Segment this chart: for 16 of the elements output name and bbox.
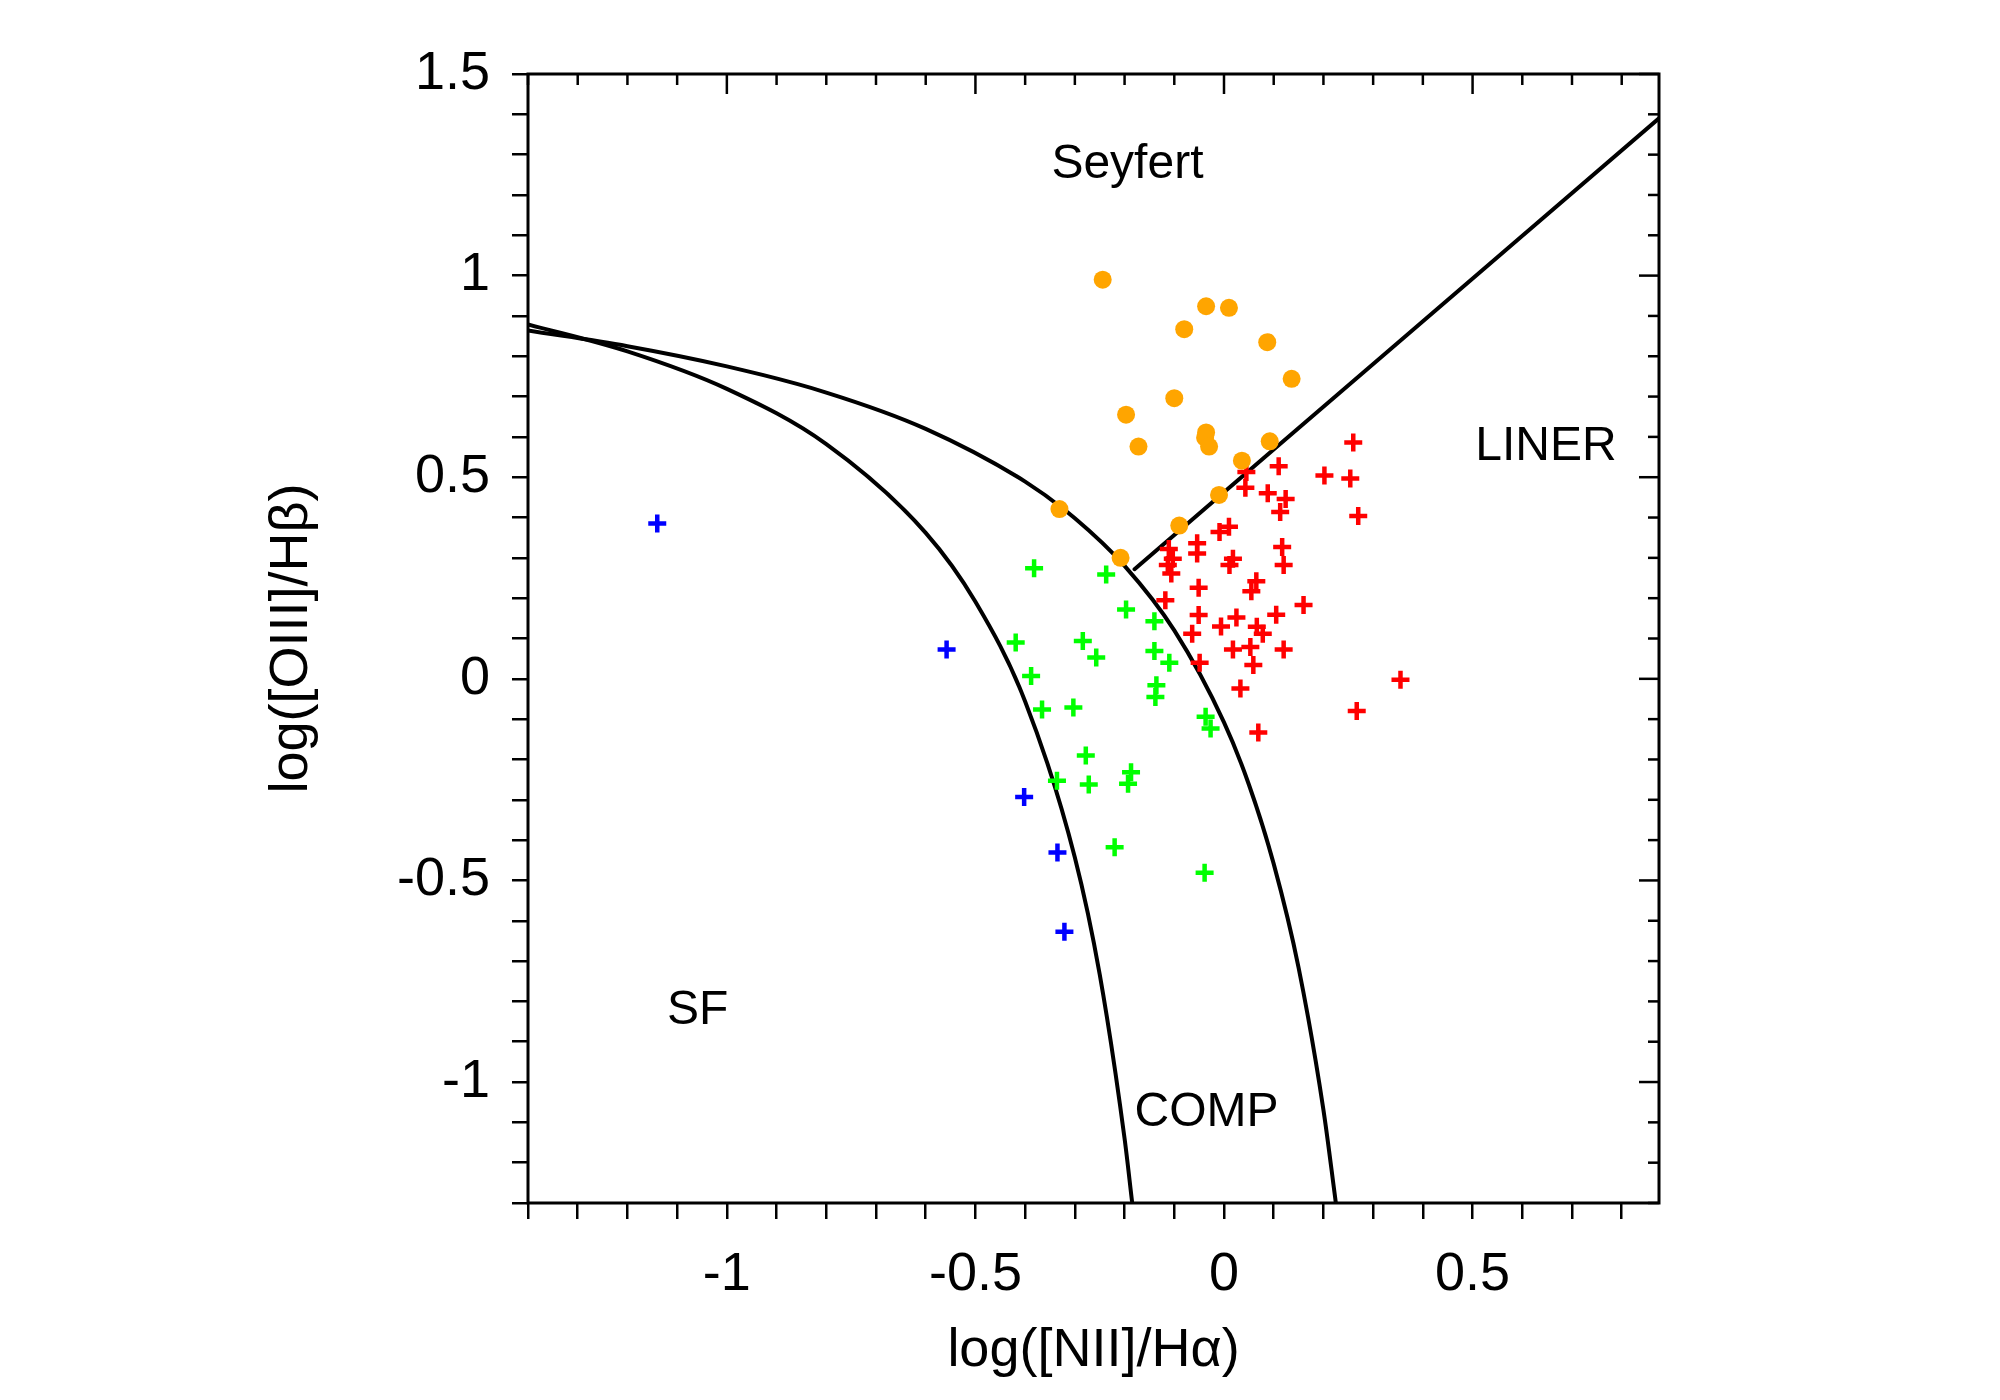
x-axis-title: log([NII]/Hα) (947, 1317, 1240, 1378)
annotation: LINER (1475, 416, 1617, 470)
y-tick-label: 1 (459, 241, 490, 302)
x-tick-label: 0 (1208, 1241, 1240, 1302)
y-tick-label: -1 (441, 1047, 490, 1108)
y-tick-label: -0.5 (396, 846, 490, 907)
y-tick-label: 1.5 (414, 39, 490, 100)
x-tick-label: -1 (702, 1241, 751, 1302)
y-tick-label: 0 (459, 644, 490, 705)
annotation: COMP (1134, 1082, 1279, 1136)
y-axis-title: log([OIII]/Hβ) (258, 483, 319, 794)
annotation: SF (666, 981, 729, 1035)
annotation: Seyfert (1051, 134, 1204, 188)
x-tick-label: 0.5 (1435, 1241, 1511, 1302)
y-tick-label: 0.5 (414, 443, 490, 504)
x-tick-label: -0.5 (928, 1241, 1022, 1302)
